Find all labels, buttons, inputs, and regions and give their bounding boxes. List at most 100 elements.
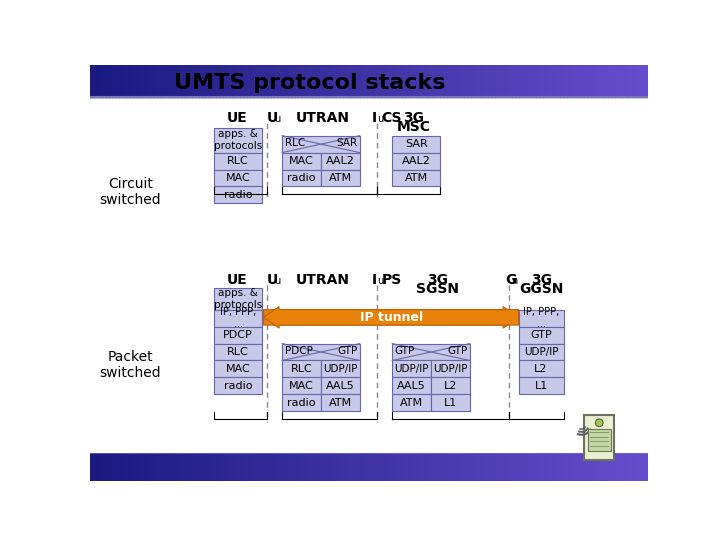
Text: 3G: 3G [531,273,552,287]
Bar [431,377,469,394]
Bar [392,136,441,153]
Text: AAL5: AAL5 [326,381,355,391]
Text: IP, PPP,
...: IP, PPP, ... [523,307,559,329]
Text: L2: L2 [534,364,548,374]
Text: MAC: MAC [225,173,251,183]
Text: u: u [274,276,280,286]
Bar [321,394,360,411]
Text: UDP/IP: UDP/IP [433,364,467,374]
Text: u: u [377,114,383,124]
Bar [282,170,321,186]
Bar [282,136,360,153]
Bar [585,415,614,460]
Text: AAL2: AAL2 [402,156,431,166]
Text: radio: radio [287,398,316,408]
Text: Packet
switched: Packet switched [99,350,161,380]
Text: UTRAN: UTRAN [295,111,349,125]
Text: radio: radio [224,190,252,200]
Bar [282,377,321,394]
Bar [214,288,262,309]
Bar [282,343,360,361]
Text: RLC: RLC [284,138,305,148]
Text: ATM: ATM [400,398,423,408]
Text: radio: radio [224,381,252,391]
Text: u: u [377,276,383,286]
FancyArrow shape [264,307,518,328]
Bar [588,429,611,450]
Text: U: U [266,111,278,125]
Text: UE: UE [227,111,248,125]
Bar [392,361,431,377]
Text: CS: CS [382,111,402,125]
Bar [431,394,469,411]
Bar [214,377,262,394]
Text: AAL5: AAL5 [397,381,426,391]
Text: L1: L1 [534,381,548,391]
Text: UDP/IP: UDP/IP [523,347,558,357]
Bar [214,361,262,377]
Text: 3G: 3G [403,111,425,125]
Text: IP tunnel: IP tunnel [359,311,423,324]
Text: GGSN: GGSN [520,282,564,296]
Text: ATM: ATM [329,398,352,408]
Text: PS: PS [382,273,402,287]
Bar [392,343,469,361]
Text: GTP: GTP [395,346,415,356]
Text: G: G [505,273,517,287]
Text: SAR: SAR [405,139,428,149]
Text: apps. &
protocols: apps. & protocols [214,288,262,309]
Bar [282,153,321,170]
Text: u: u [274,114,280,124]
Text: UTRAN: UTRAN [295,273,349,287]
Text: 3G: 3G [427,273,448,287]
Bar [214,186,262,204]
Text: ATM: ATM [329,173,352,183]
Text: GTP: GTP [447,346,467,356]
Text: L2: L2 [444,381,457,391]
Bar [214,170,262,186]
Text: RLC: RLC [227,156,249,166]
Bar [321,153,360,170]
Text: MAC: MAC [289,381,314,391]
Bar [214,327,262,343]
Bar [214,309,262,327]
Text: SGSN: SGSN [415,282,459,296]
Text: GTP: GTP [337,346,357,356]
Bar [321,361,360,377]
Text: GTP: GTP [530,330,552,340]
Text: UDP/IP: UDP/IP [323,364,358,374]
Text: L1: L1 [444,398,457,408]
Bar [518,309,564,327]
Text: PDCP: PDCP [223,330,253,340]
Text: SAR: SAR [336,138,357,148]
Text: UE: UE [227,273,248,287]
Bar [392,170,441,186]
Text: MAC: MAC [225,364,251,374]
Bar [518,377,564,394]
Text: n: n [512,276,518,286]
Bar [214,153,262,170]
Text: RLC: RLC [291,364,312,374]
Bar [518,343,564,361]
Text: UDP/IP: UDP/IP [395,364,429,374]
Text: radio: radio [287,173,316,183]
FancyArrow shape [264,307,518,328]
Text: Circuit
switched: Circuit switched [99,177,161,207]
Bar [214,343,262,361]
Text: PDCP: PDCP [284,346,312,356]
Text: AAL2: AAL2 [326,156,355,166]
Bar [431,361,469,377]
Bar [518,361,564,377]
Text: RLC: RLC [227,347,249,357]
Text: MAC: MAC [289,156,314,166]
Bar [518,327,564,343]
Bar [392,153,441,170]
Circle shape [595,419,603,427]
Text: MSC: MSC [397,120,431,134]
Bar [282,394,321,411]
Bar [321,377,360,394]
Bar [321,170,360,186]
Text: U: U [266,273,278,287]
Bar [392,377,431,394]
Bar [392,394,431,411]
